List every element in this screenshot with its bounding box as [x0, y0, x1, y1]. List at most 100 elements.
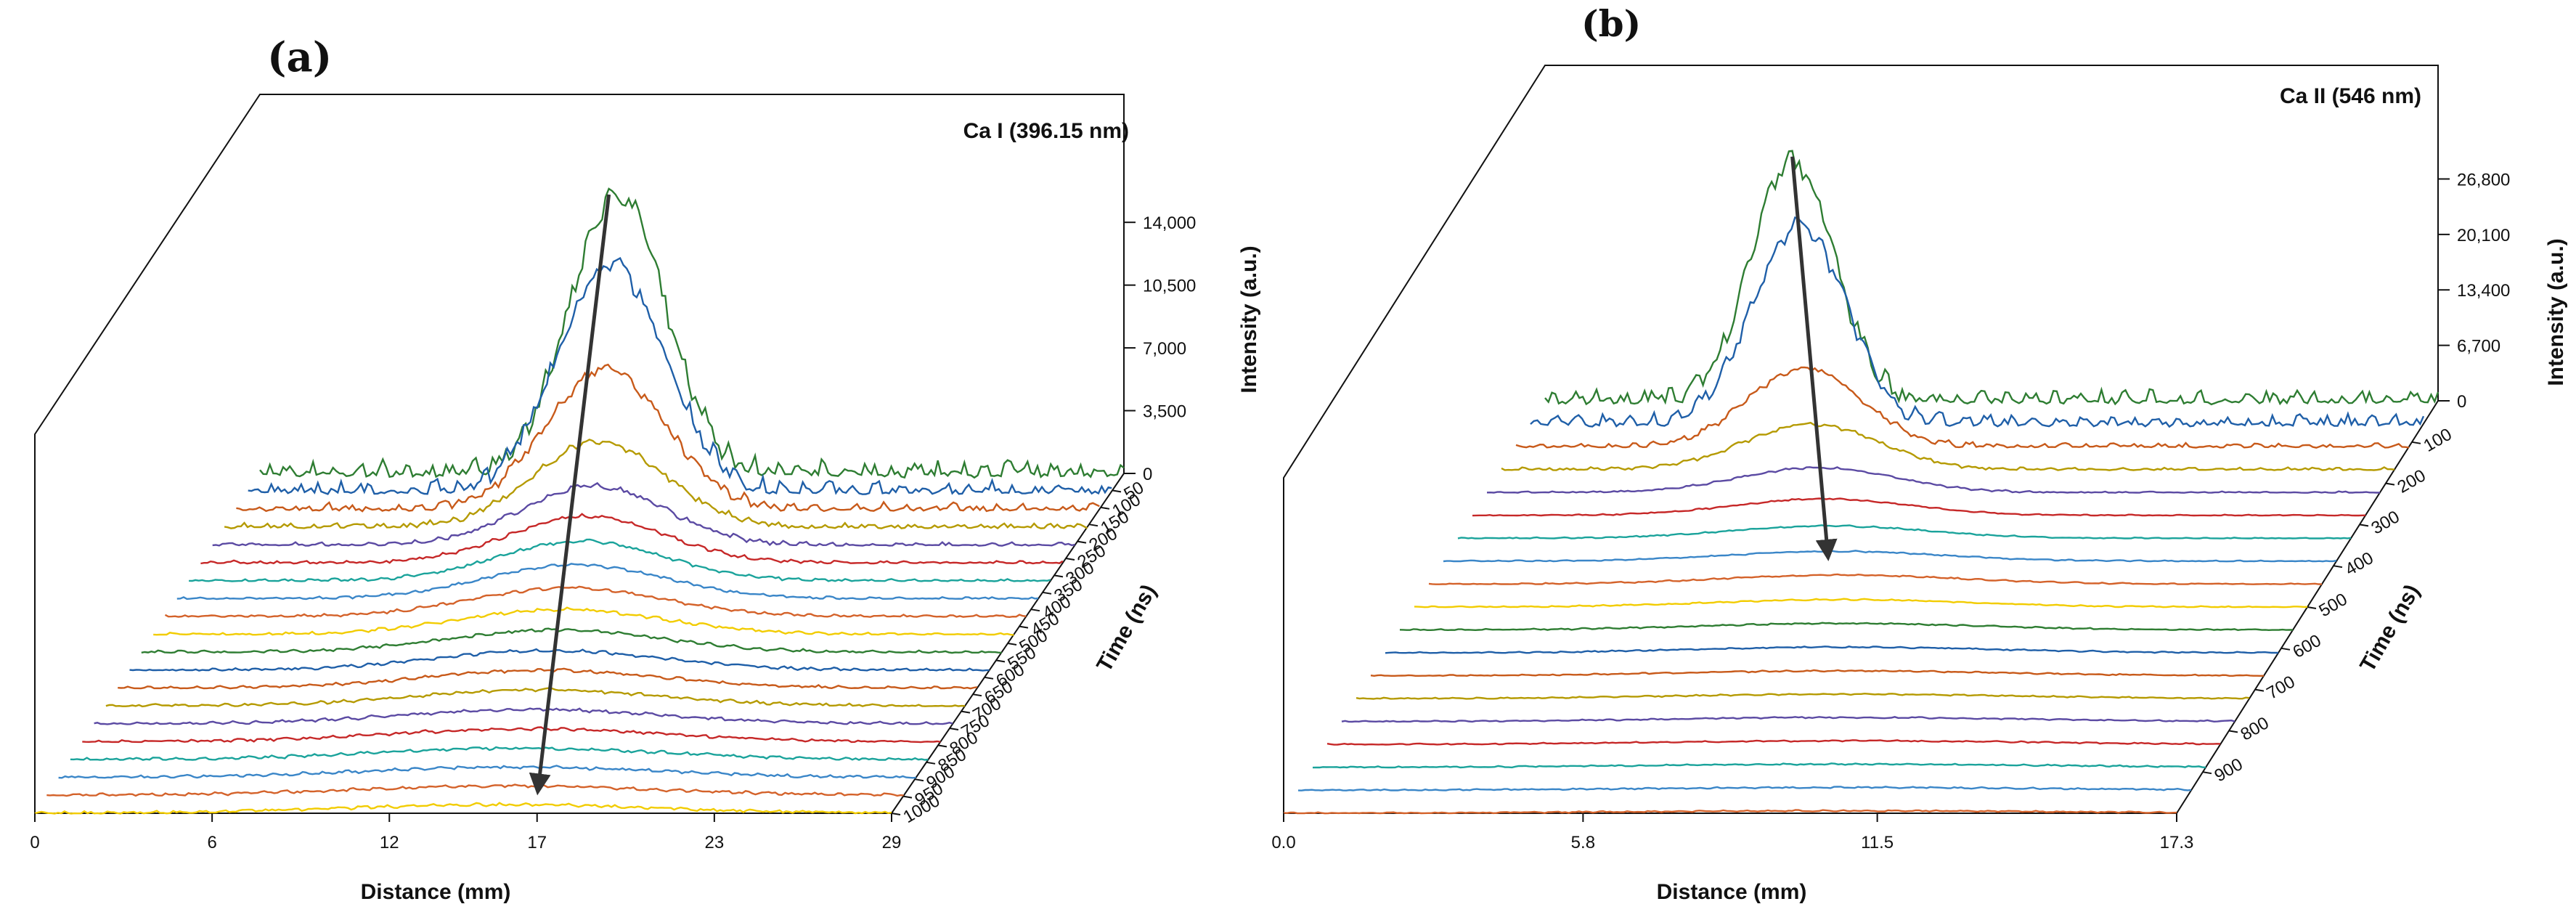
- b-series-850ns: [1312, 762, 2206, 769]
- a-intensity-tick-label: 0: [1143, 465, 1152, 484]
- b-frame-outline: [1283, 65, 2439, 813]
- a-series-350ns: [189, 538, 1051, 582]
- b-time-tick: [2333, 565, 2343, 569]
- a-series-800ns: [82, 726, 941, 744]
- a-time-tick: [1077, 540, 1087, 544]
- a-series-300ns: [200, 513, 1064, 565]
- a-time-tick: [1065, 558, 1075, 561]
- b-series-400ns: [1443, 549, 2337, 563]
- panel-b-intensity-axis: 0 6,700 13,400 20,100 26,800: [2438, 170, 2510, 412]
- a-time-tick: [902, 795, 913, 799]
- b-time-tick-label: 400: [2342, 548, 2377, 579]
- panel-b-x-axis-title: Distance (mm): [1657, 880, 1807, 904]
- panel-b-peak-shift-arrow: [1790, 156, 1838, 561]
- a-distance-tick-label: 0: [30, 833, 39, 852]
- b-intensity-tick-label: 20,100: [2457, 226, 2510, 245]
- panel-a-y-axis-title: Intensity (a.u.): [1237, 245, 1261, 393]
- a-series-1000ns: [34, 802, 892, 815]
- a-time-tick: [1088, 524, 1099, 527]
- a-intensity-tick-label: 3,500: [1143, 402, 1186, 422]
- a-series-550ns: [141, 627, 1002, 654]
- a-distance-tick-label: 17: [527, 833, 547, 852]
- a-series-150ns: [236, 363, 1100, 513]
- a-series-600ns: [129, 648, 990, 672]
- a-distance-tick-label: 6: [207, 833, 216, 852]
- b-series-550ns: [1399, 622, 2294, 632]
- panel-b-chart: (b) Ca II (546 nm) 0 6,700 13,400 20,100 26,…: [1271, 2, 2568, 904]
- panel-b-label: (b): [1581, 2, 1641, 45]
- b-time-tick: [2411, 441, 2421, 444]
- b-intensity-tick-label: 26,800: [2457, 170, 2510, 190]
- panel-a-x-axis-title: Distance (mm): [361, 880, 511, 904]
- a-time-tick: [949, 728, 959, 730]
- a-time-tick: [926, 761, 936, 765]
- a-series-900ns: [58, 765, 916, 779]
- b-series-300ns: [1472, 497, 2366, 517]
- panel-b-series-group: [1283, 150, 2440, 815]
- b-series-50ns: [1544, 150, 2440, 406]
- a-intensity-tick-label: 10,500: [1143, 277, 1196, 296]
- a-series-200ns: [224, 439, 1088, 529]
- b-time-tick-label: 300: [2368, 507, 2403, 538]
- a-time-tick: [937, 744, 947, 748]
- panel-b-distance-axis: 0.0 5.8 11.5 17.3: [1271, 813, 2193, 852]
- a-series-650ns: [118, 667, 978, 690]
- b-time-tick: [2281, 647, 2291, 651]
- a-intensity-tick-label: 14,000: [1143, 213, 1196, 233]
- a-series-700ns: [105, 687, 966, 708]
- a-time-tick: [891, 813, 901, 815]
- a-intensity-tick-label: 7,000: [1143, 339, 1186, 359]
- b-time-tick-label: 600: [2290, 631, 2325, 662]
- panel-a-series-group: [34, 187, 1125, 815]
- b-series-950ns: [1283, 809, 2177, 815]
- a-time-tick: [984, 676, 994, 680]
- panel-a-intensity-axis: 0 3,500 7,000 10,500 14,000: [1124, 213, 1196, 484]
- b-series-650ns: [1370, 669, 2265, 677]
- b-distance-tick-label: 0.0: [1271, 833, 1295, 852]
- panel-a-chart: (a) Ca I (396.15 nm) 0 3,500 7,000 10,500 14…: [30, 33, 1261, 904]
- b-distance-tick-label: 17.3: [2160, 833, 2194, 852]
- a-time-tick: [1019, 625, 1029, 629]
- b-series-450ns: [1428, 573, 2323, 585]
- a-time-tick: [914, 778, 924, 782]
- a-distance-tick-label: 29: [882, 833, 902, 852]
- b-series-100ns: [1530, 216, 2425, 428]
- b-series-700ns: [1356, 692, 2250, 700]
- b-time-tick: [2202, 771, 2212, 775]
- b-time-tick-label: 900: [2212, 754, 2246, 786]
- a-time-tick: [995, 659, 1006, 663]
- b-series-150ns: [1515, 366, 2410, 449]
- panel-a-title: Ca I (396.15 nm): [963, 119, 1129, 143]
- b-time-tick-label: 100: [2421, 425, 2455, 456]
- a-series-250ns: [212, 481, 1075, 547]
- panel-a-peak-shift-arrow: [529, 194, 611, 796]
- b-intensity-tick-label: 13,400: [2457, 281, 2510, 301]
- b-series-250ns: [1486, 466, 2381, 494]
- a-distance-tick-label: 12: [380, 833, 399, 852]
- a-time-tick: [1007, 643, 1017, 646]
- b-series-900ns: [1297, 786, 2192, 791]
- panel-b-title: Ca II (546 nm): [2280, 84, 2421, 108]
- b-series-600ns: [1385, 646, 2278, 654]
- b-time-tick-label: 200: [2394, 465, 2429, 497]
- b-time-tick: [2254, 688, 2265, 692]
- a-time-tick: [972, 693, 982, 697]
- a-series-500ns: [153, 606, 1014, 636]
- a-time-tick: [1112, 489, 1122, 493]
- b-distance-tick-label: 11.5: [1861, 833, 1894, 852]
- b-series-750ns: [1341, 716, 2235, 723]
- panel-a-distance-axis: 0 6 12 17 23 29: [30, 813, 901, 852]
- a-series-950ns: [46, 783, 904, 797]
- a-distance-tick-label: 23: [705, 833, 725, 852]
- b-time-tick-label: 800: [2238, 713, 2273, 744]
- b-series-350ns: [1457, 524, 2352, 540]
- panel-b-time-axis-title: Time (ns): [2355, 580, 2424, 676]
- b-time-tick: [2359, 524, 2369, 527]
- b-time-tick: [2307, 606, 2317, 609]
- b-series-800ns: [1326, 739, 2221, 746]
- b-series-500ns: [1414, 598, 2308, 608]
- a-series-100ns: [248, 256, 1112, 495]
- a-series-450ns: [164, 585, 1027, 619]
- b-intensity-tick-label: 0: [2457, 392, 2466, 412]
